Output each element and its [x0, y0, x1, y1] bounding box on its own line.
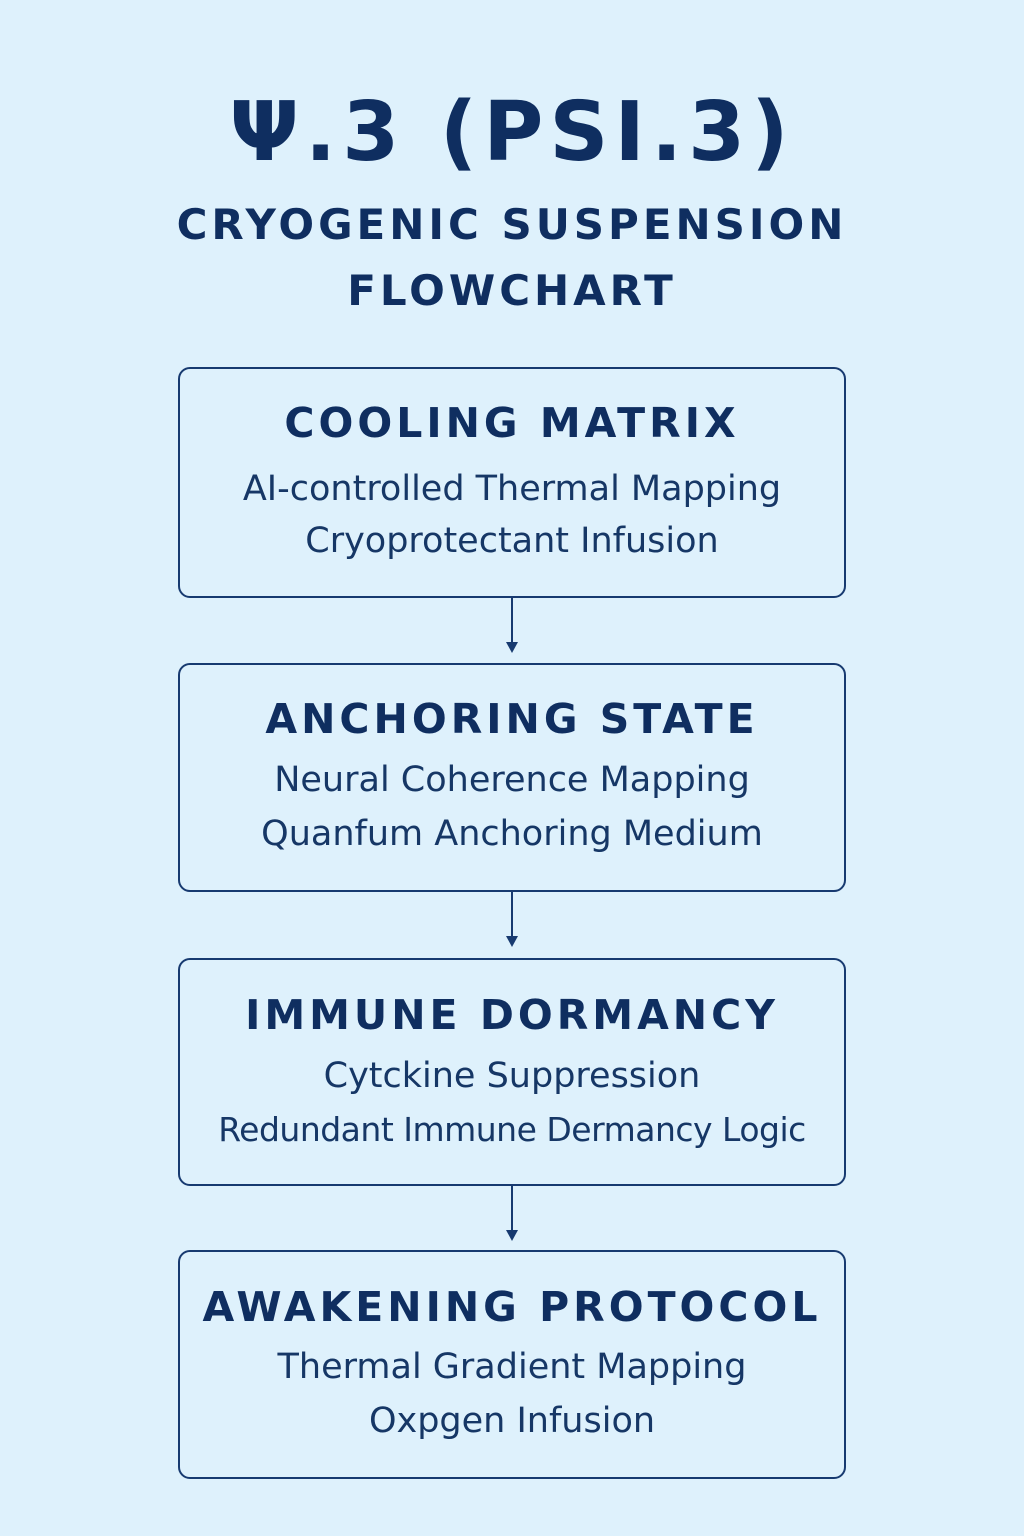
step-heading: ANCHORING STATE: [265, 695, 759, 743]
step-detail: Oxpgen Infusion: [368, 1401, 656, 1441]
step-detail: Cryoprotectant Infusion: [305, 521, 719, 561]
step-heading: IMMUNE DORMANCY: [245, 991, 779, 1039]
arrow-down-icon: [506, 1186, 518, 1241]
step-heading: COOLING MATRIX: [284, 399, 740, 447]
step-detail: Cytckine Suppression: [323, 1056, 701, 1096]
page-title: Ψ.3 (PSI.3): [229, 85, 795, 180]
step-heading: AWAKENING PROTOCOL: [202, 1283, 822, 1331]
page-subtitle-line-2: FLOWCHART: [347, 266, 677, 315]
arrow-down-icon: [506, 598, 518, 653]
step-detail: Neural Coherence Mapping: [274, 760, 750, 800]
flow-step-immune-dormancy: IMMUNE DORMANCY Cytckine Suppression Red…: [178, 958, 846, 1186]
page-subtitle-line-1: CRYOGENIC SUSPENSION: [176, 200, 848, 249]
flow-step-cooling-matrix: COOLING MATRIX AI-controlled Thermal Map…: [178, 367, 846, 598]
step-detail: Thermal Gradient Mapping: [277, 1347, 747, 1387]
flow-step-anchoring-state: ANCHORING STATE Neural Coherence Mapping…: [178, 663, 846, 892]
step-detail: AI-controlled Thermal Mapping: [242, 469, 782, 509]
arrow-down-icon: [506, 892, 518, 947]
step-detail: Quanfum Anchoring Medium: [261, 814, 763, 854]
flow-step-awakening-protocol: AWAKENING PROTOCOL Thermal Gradient Mapp…: [178, 1250, 846, 1479]
step-detail: Redundant Immune Dermancy Logic: [218, 1110, 806, 1149]
